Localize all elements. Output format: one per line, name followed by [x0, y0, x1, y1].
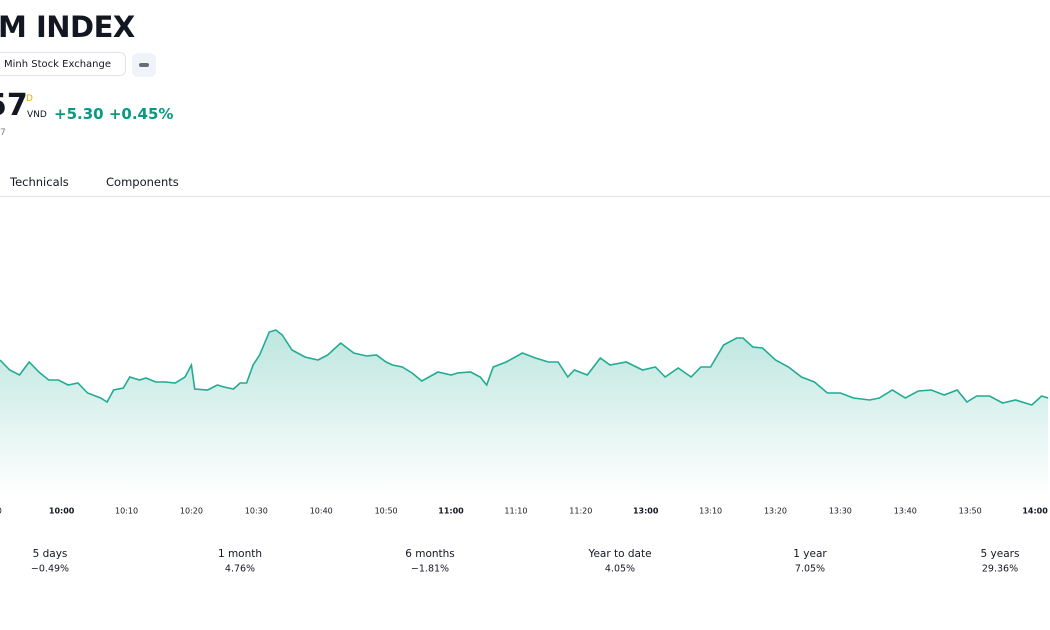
price-change: +5.30 +0.45%	[54, 105, 173, 123]
x-tick-label: 10:00	[49, 507, 75, 516]
period-label: 5 days	[33, 548, 68, 560]
x-tick-label: 13:00	[633, 507, 659, 516]
x-tick-label: 10:20	[180, 507, 203, 516]
x-tick-label: 13:40	[894, 507, 917, 516]
x-tick-label: 13:30	[829, 507, 852, 516]
tab[interactable]: Components	[106, 175, 179, 189]
period-return: 4.05%	[605, 564, 635, 575]
x-tick-label: 13:50	[959, 507, 982, 516]
period-label: 1 year	[793, 548, 827, 560]
x-tick-label: 10:30	[245, 507, 268, 516]
price-line	[0, 329, 1049, 406]
period-label: Year to date	[587, 548, 651, 560]
currency-flag: D	[26, 94, 33, 104]
x-tick-label: 11:10	[504, 507, 527, 516]
x-tick-label: 13:10	[699, 507, 722, 516]
x-tick-label: 11:20	[569, 507, 592, 516]
change-percent: +0.45%	[108, 105, 174, 123]
period-return: −1.81%	[411, 564, 449, 575]
exchange-button[interactable]: i Minh Stock Exchange	[0, 52, 126, 76]
timestamp: 7	[0, 128, 6, 138]
remove-button[interactable]	[132, 53, 156, 77]
period-return: −0.49%	[31, 564, 69, 575]
x-tick-label: 11:00	[438, 507, 464, 516]
x-tick-label: 50	[0, 507, 2, 516]
currency: VND	[27, 110, 47, 120]
period-label: 1 month	[218, 548, 262, 560]
x-tick-label: 10:10	[115, 507, 138, 516]
change: +5.30	[54, 105, 104, 123]
tab[interactable]: Technicals	[10, 175, 69, 189]
symbol-title: M INDEX	[0, 10, 135, 44]
tab-divider	[0, 196, 1050, 197]
x-tick-label: 10:50	[375, 507, 398, 516]
x-tick-label: 14:00	[1022, 507, 1048, 516]
period-label: 5 years	[981, 548, 1020, 560]
area-fill	[0, 330, 1049, 495]
x-tick-label: 10:40	[310, 507, 333, 516]
period-return: 7.05%	[795, 564, 825, 575]
x-tick-label: 13:20	[764, 507, 787, 516]
period-return: 4.76%	[225, 564, 255, 575]
period-return: 29.36%	[982, 564, 1018, 575]
period-label: 6 months	[405, 548, 455, 560]
price: 57	[0, 88, 28, 123]
